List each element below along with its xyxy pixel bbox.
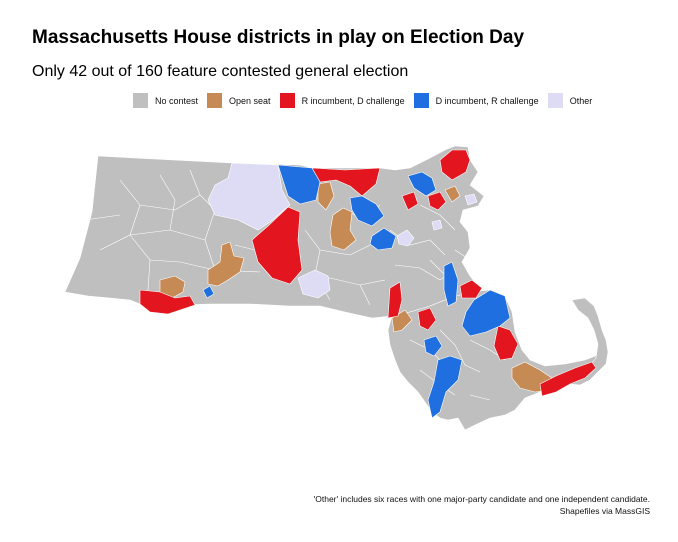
footnote-other-note: 'Other' includes six races with one majo… [313,494,650,504]
legend-swatch-open-seat [207,93,223,108]
district-r-west-border [139,289,196,315]
district-open-north [317,181,335,211]
state-base-southeast [387,289,604,431]
legend-item-r-incumbent: R incumbent, D challenge [279,93,405,108]
district-borders-west [84,169,261,291]
district-r-northshore-a [427,191,447,211]
district-other-metro [431,219,443,231]
legend-item-other: Other [547,93,593,108]
district-other-central [297,269,331,299]
legend-label-no-contest: No contest [155,95,199,106]
district-d-plymouth-county [461,289,511,337]
legend: No contest Open seat R incumbent, D chal… [133,93,601,108]
legend-swatch-other [547,93,563,108]
district-open-southcoast [391,309,413,333]
district-borders-central [299,204,456,306]
legend-label-open-seat: Open seat [229,95,271,106]
district-r-southeast-b [417,307,437,331]
district-d-metrowest [369,227,397,251]
district-open-cape [511,361,556,393]
legend-item-no-contest: No contest [133,93,198,108]
district-other-north-central [207,162,291,231]
legend-swatch-d-incumbent [413,93,429,108]
district-open-west [159,275,186,299]
legend-swatch-no-contest [133,93,148,108]
legend-item-d-incumbent: D incumbent, R challenge [413,93,539,108]
legend-label-r-incumbent: R incumbent, D challenge [301,95,405,106]
district-d-fall-river [427,355,463,419]
district-d-west [202,285,215,299]
district-d-southeast [423,335,443,357]
district-other-boston-west [396,229,415,247]
state-base-west [64,145,485,319]
cape-cod [569,297,609,386]
map-title: Massachusetts House districts in play on… [32,27,525,48]
district-d-north-central [277,164,321,205]
district-other-northshore [464,193,478,206]
map-subtitle: Only 42 out of 160 feature contested gen… [32,63,409,80]
legend-item-open-seat: Open seat [207,93,271,108]
district-open-worcester [329,207,357,251]
legend-label-other: Other [569,95,593,106]
legend-swatch-r-incumbent [279,93,295,108]
district-r-plymouth [493,325,519,361]
district-r-southeast-a [387,281,403,319]
district-borders-east [409,204,506,401]
district-r-plymouth-north [459,279,483,299]
district-d-merrimack [407,171,437,197]
district-r-central-west [251,206,303,285]
district-d-central [349,195,385,227]
district-r-merrimack [401,191,419,211]
district-r-north-border [311,167,381,197]
district-d-south-shore [443,261,459,307]
district-r-cape-east [539,361,597,397]
district-r-essex [439,149,471,181]
footnote-source: Shapefiles via MassGIS [559,506,650,516]
footnote: 'Other' includes six races with one majo… [314,493,650,517]
district-open-northeast [444,185,461,203]
legend-label-d-incumbent: D incumbent, R challenge [435,95,539,106]
district-open-springfield [207,241,245,287]
